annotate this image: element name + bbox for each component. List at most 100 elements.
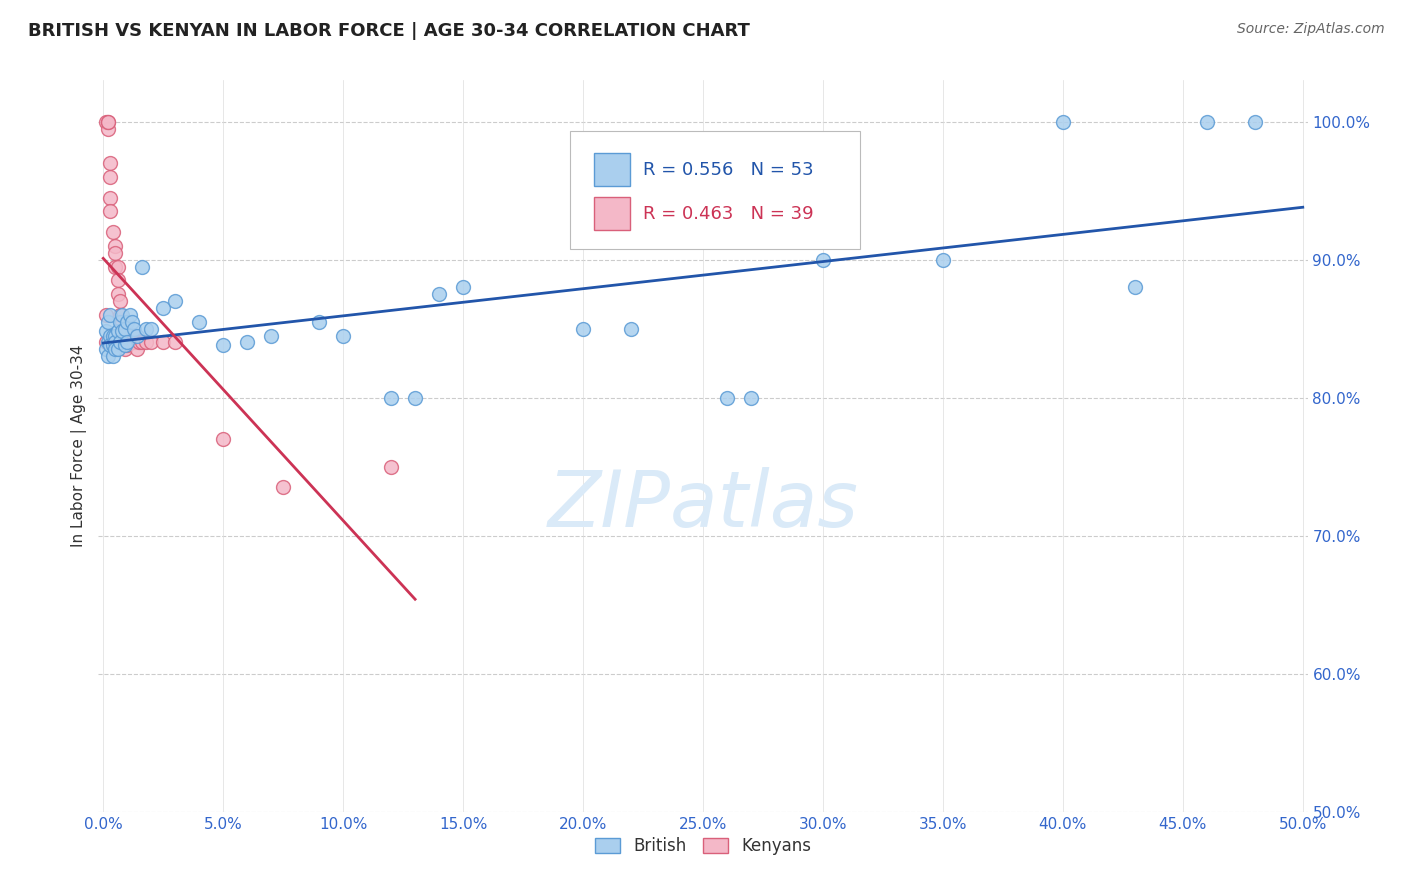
Point xyxy=(131,260,153,274)
Text: BRITISH VS KENYAN IN LABOR FORCE | AGE 30-34 CORRELATION CHART: BRITISH VS KENYAN IN LABOR FORCE | AGE 3… xyxy=(28,22,749,40)
Point xyxy=(97,349,120,363)
Point xyxy=(97,335,120,350)
Point xyxy=(100,338,122,352)
Point xyxy=(124,321,146,335)
Point xyxy=(118,308,141,322)
Point xyxy=(111,315,134,329)
Point xyxy=(451,280,474,294)
Point xyxy=(212,338,235,352)
Point xyxy=(115,315,138,329)
Point xyxy=(1195,114,1218,128)
Point xyxy=(124,328,146,343)
Point xyxy=(380,459,402,474)
Point xyxy=(404,391,426,405)
Point xyxy=(94,335,117,350)
Point xyxy=(1052,114,1074,128)
Point xyxy=(114,335,136,350)
Point xyxy=(135,321,157,335)
Point xyxy=(111,308,134,322)
Point xyxy=(121,335,143,350)
Point xyxy=(152,335,174,350)
Point xyxy=(572,321,595,335)
Point xyxy=(740,391,762,405)
Point xyxy=(128,335,150,350)
Point xyxy=(115,335,138,350)
Point xyxy=(932,252,955,267)
Y-axis label: In Labor Force | Age 30-34: In Labor Force | Age 30-34 xyxy=(72,344,87,548)
FancyBboxPatch shape xyxy=(569,131,860,249)
Point xyxy=(107,287,129,301)
Point xyxy=(141,321,163,335)
Point xyxy=(135,335,157,350)
Point xyxy=(94,114,117,128)
Text: R = 0.463   N = 39: R = 0.463 N = 39 xyxy=(643,205,813,223)
Point xyxy=(94,325,117,339)
Point xyxy=(101,225,124,239)
Point xyxy=(107,343,129,357)
Point xyxy=(188,315,211,329)
Point xyxy=(212,432,235,446)
Point xyxy=(101,338,124,352)
Point xyxy=(427,287,450,301)
Point xyxy=(118,328,141,343)
Point xyxy=(115,328,138,343)
Point xyxy=(125,328,148,343)
Point xyxy=(271,480,294,494)
FancyBboxPatch shape xyxy=(595,153,630,186)
Point xyxy=(716,391,738,405)
Point xyxy=(94,308,117,322)
Point xyxy=(94,343,117,357)
Point xyxy=(121,315,143,329)
Point xyxy=(104,328,127,343)
Point xyxy=(107,260,129,274)
Point xyxy=(811,252,834,267)
Point xyxy=(100,191,122,205)
Point xyxy=(108,315,131,329)
Point xyxy=(104,343,127,357)
Point xyxy=(97,315,120,329)
Point xyxy=(100,308,122,322)
Point xyxy=(141,335,163,350)
Point xyxy=(100,328,122,343)
Point xyxy=(97,114,120,128)
Point xyxy=(101,328,124,343)
Point xyxy=(260,328,283,343)
Point xyxy=(125,343,148,357)
Legend: British, Kenyans: British, Kenyans xyxy=(588,830,818,862)
Point xyxy=(332,328,354,343)
Point xyxy=(114,321,136,335)
Point xyxy=(236,335,259,350)
Point xyxy=(100,169,122,184)
Point xyxy=(107,325,129,339)
Point xyxy=(131,335,153,350)
Point xyxy=(620,321,643,335)
Point xyxy=(165,294,187,309)
Point xyxy=(111,328,134,343)
Point xyxy=(1123,280,1146,294)
Text: Source: ZipAtlas.com: Source: ZipAtlas.com xyxy=(1237,22,1385,37)
Point xyxy=(114,338,136,352)
Point xyxy=(1243,114,1265,128)
Point xyxy=(165,335,187,350)
Point xyxy=(108,308,131,322)
Point xyxy=(97,114,120,128)
Text: ZIPatlas: ZIPatlas xyxy=(547,467,859,542)
Point xyxy=(100,204,122,219)
Point xyxy=(111,325,134,339)
Point xyxy=(115,338,138,352)
Point xyxy=(114,343,136,357)
Point xyxy=(97,121,120,136)
Point xyxy=(100,156,122,170)
Point xyxy=(104,245,127,260)
Point xyxy=(108,335,131,350)
Point xyxy=(104,260,127,274)
Point xyxy=(104,239,127,253)
Text: R = 0.556   N = 53: R = 0.556 N = 53 xyxy=(643,161,813,179)
Point xyxy=(104,335,127,350)
Point xyxy=(152,301,174,315)
Point xyxy=(108,294,131,309)
Point xyxy=(107,273,129,287)
Point xyxy=(124,335,146,350)
FancyBboxPatch shape xyxy=(595,197,630,230)
Point xyxy=(101,349,124,363)
